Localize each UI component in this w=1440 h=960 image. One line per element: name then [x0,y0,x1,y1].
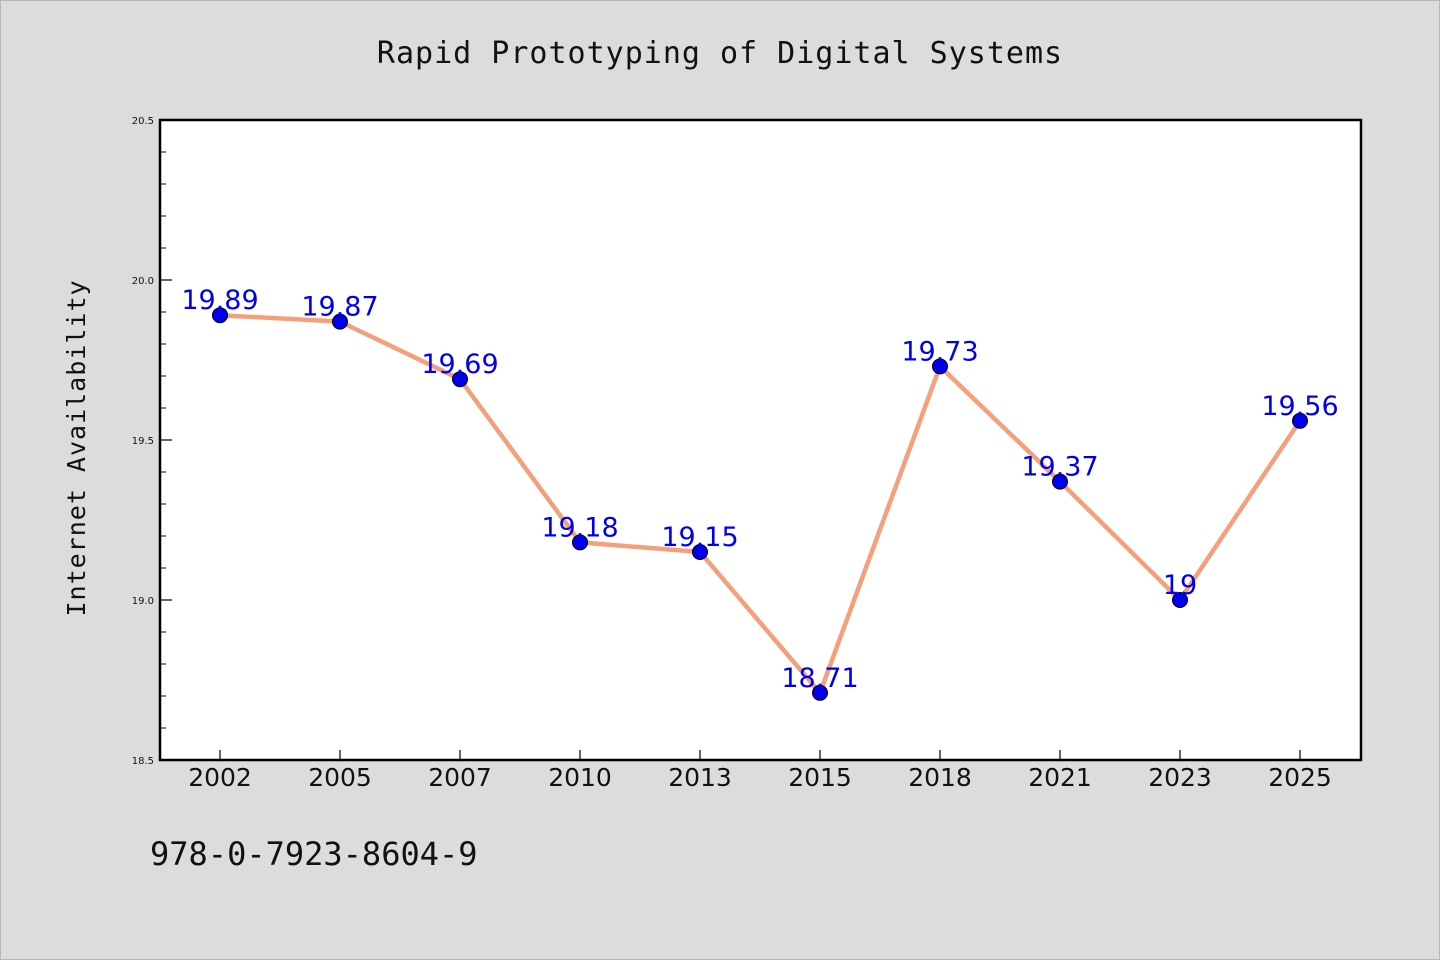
series-line [219,312,1302,696]
y-tick-label: 20.0 [132,276,154,287]
y-tick-label: 19.0 [132,596,154,607]
x-tick-label: 2002 [188,763,252,792]
data-label: 19.69 [421,349,498,380]
data-label: 19.56 [1261,391,1338,422]
y-tick-label: 18.5 [132,756,154,767]
data-point [812,684,828,701]
data-point [1172,592,1188,608]
isbn-footer: 978-0-7923-8604-9 [150,835,478,873]
y-axis-ticks: 18.5 19.0 19.5 20.0 20.5 [132,116,172,767]
chart-title: Rapid Prototyping of Digital Systems [377,36,1063,71]
data-label: 19.87 [301,292,378,323]
x-tick-label: 2023 [1148,763,1212,792]
x-tick-label: 2005 [308,763,372,792]
data-point [1052,473,1068,490]
x-tick-label: 2007 [428,763,492,792]
data-point [692,544,708,560]
data-point [332,313,348,330]
y-tick-label: 20.5 [132,116,154,127]
data-point [452,371,468,388]
data-label: 19.89 [181,285,258,316]
plot-area [158,118,1363,762]
y-tick-label: 19.5 [132,436,154,447]
data-label: 19.37 [1021,452,1098,483]
series-line-group: 19.89 19.87 19.69 19.18 19.15 18.71 19.73 19.37… [181,285,1339,701]
x-axis-ticks: 2002 2005 2007 2010 2013 2015 2018 2021 2023 2025 [188,750,1332,792]
data-label: 19.18 [541,512,618,543]
data-point [572,534,588,551]
x-tick-label: 2018 [908,763,972,792]
data-label: 19.15 [661,522,738,553]
x-tick-label: 2021 [1028,763,1092,792]
data-label: 19.73 [901,336,978,367]
x-tick-label: 2013 [668,763,732,792]
x-tick-label: 2025 [1268,763,1332,792]
data-label: 18.71 [781,663,858,694]
y-axis-label: Internet Availability [62,279,91,616]
data-label: 19 [1163,570,1197,601]
x-tick-label: 2010 [548,763,612,792]
x-tick-label: 2015 [788,763,852,792]
data-point [212,307,228,324]
data-point [932,358,948,375]
data-point [1292,412,1308,429]
